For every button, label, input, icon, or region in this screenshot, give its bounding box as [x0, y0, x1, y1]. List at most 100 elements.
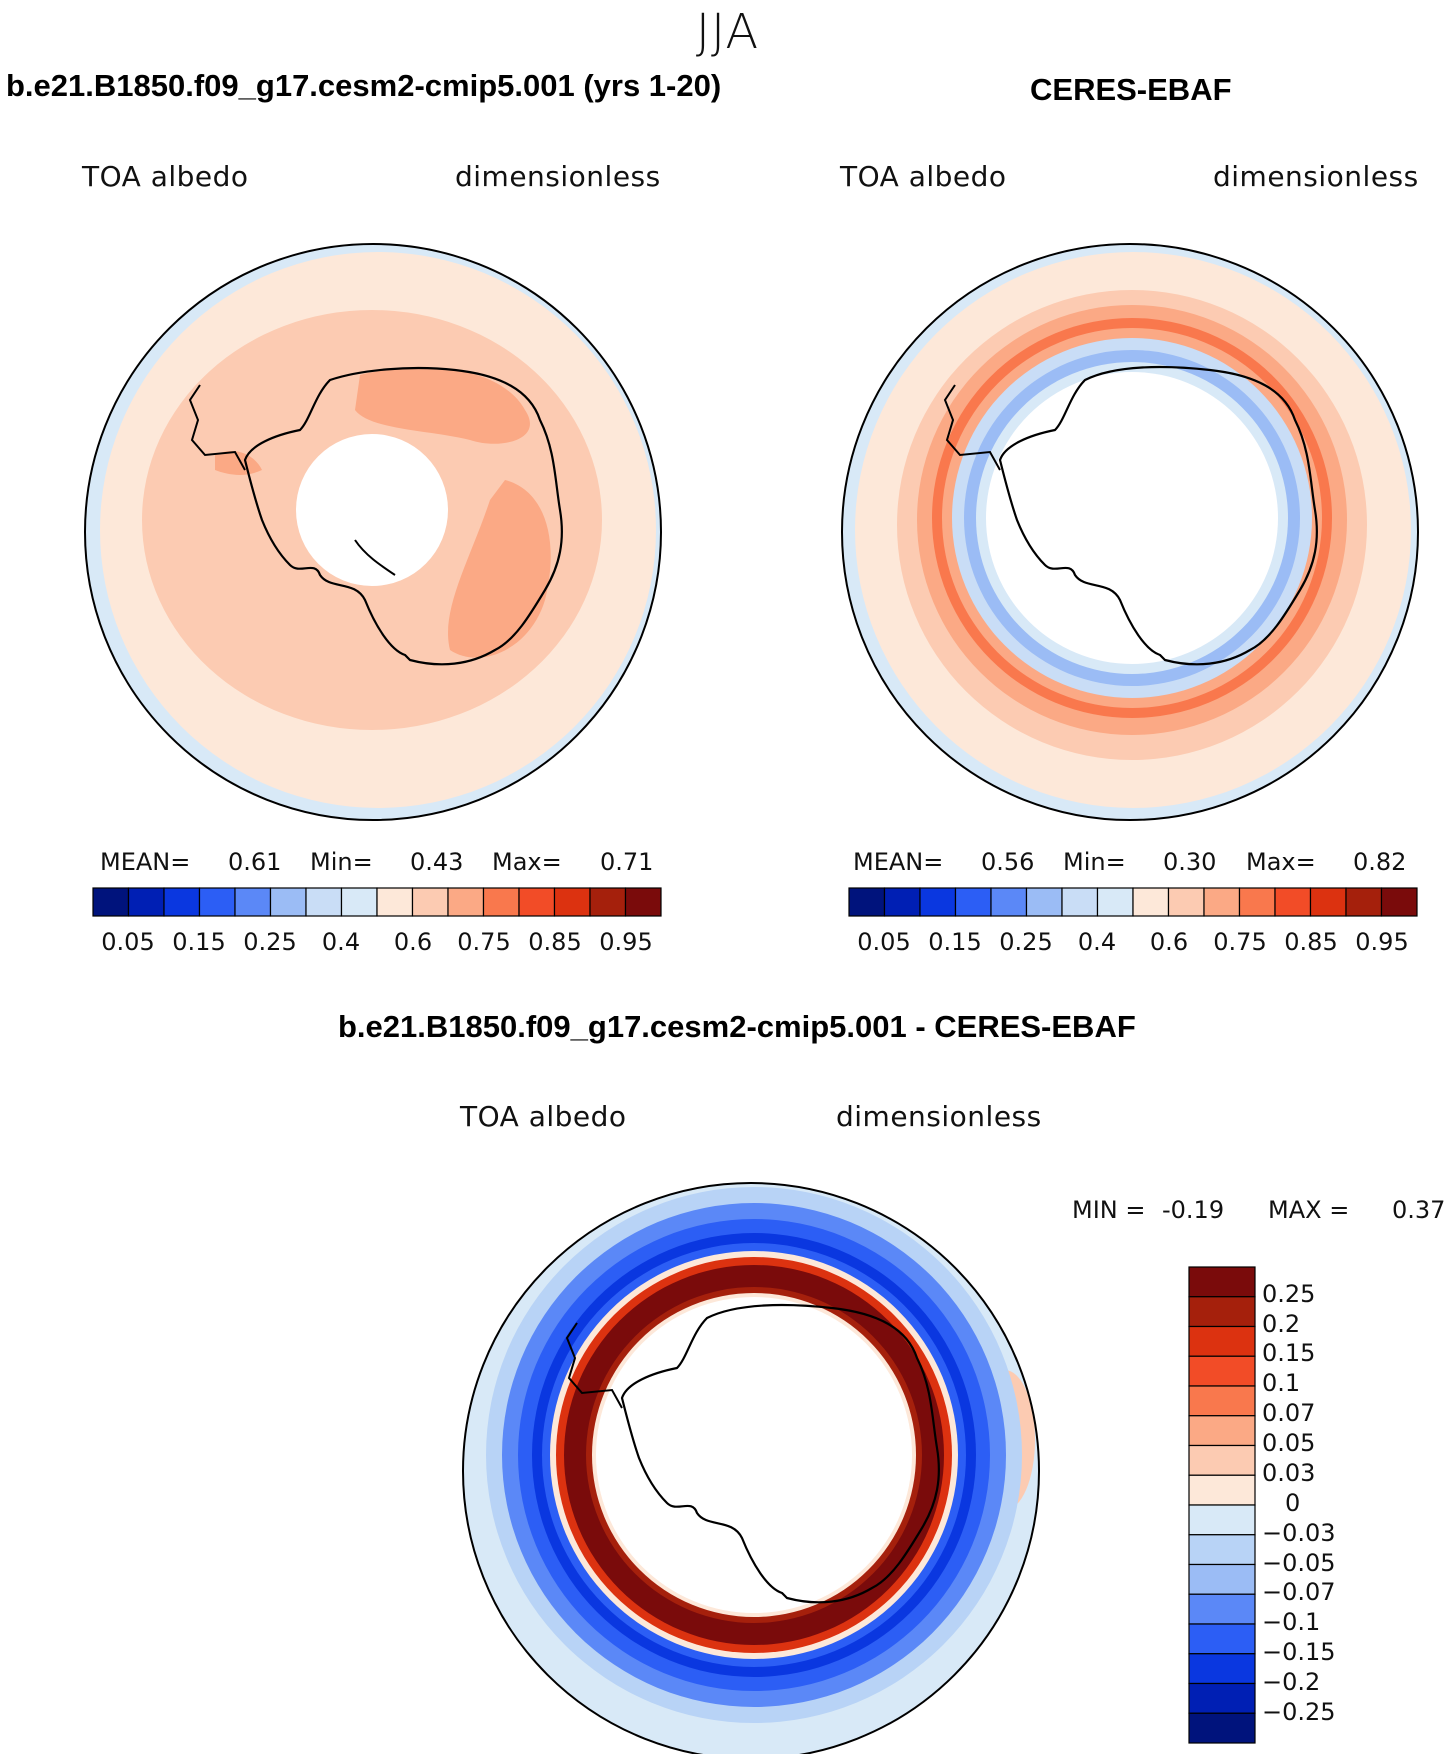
- model-colorbar-swatch: [447, 887, 485, 917]
- diff-colorbar-tick: 0.03: [1262, 1459, 1316, 1487]
- diff-colorbar-tick: −0.05: [1262, 1549, 1336, 1577]
- diff-colorbar-tick: 0.05: [1262, 1429, 1316, 1457]
- model-pole-hole: [296, 434, 448, 586]
- diff-colorbar-swatch: [1188, 1296, 1256, 1328]
- diff-peninsula-coast: [565, 1322, 623, 1409]
- model-field-high-3: [215, 450, 262, 475]
- model-panel-title: b.e21.B1850.f09_g17.cesm2-cmip5.001 (yrs…: [6, 68, 722, 103]
- diff-colorbar-swatch: [1188, 1682, 1256, 1714]
- obs-max-value: 0.82: [1353, 848, 1407, 876]
- obs-field-inner: [986, 372, 1278, 664]
- model-units-label: dimensionless: [455, 160, 661, 193]
- diff-colorbar-swatch: [1188, 1504, 1256, 1536]
- diff-antarctica-coast: [620, 1303, 940, 1604]
- diff-colorbar-tick: −0.2: [1262, 1668, 1321, 1696]
- model-colorbar-tick: 0.25: [243, 928, 297, 956]
- obs-antarctica-coast: [998, 365, 1318, 666]
- obs-colorbar-swatch: [848, 887, 886, 917]
- model-max-value: 0.71: [600, 848, 654, 876]
- obs-colorbar-swatch: [1274, 887, 1312, 917]
- obs-colorbar-swatch: [1025, 887, 1063, 917]
- model-colorbar-tick: 0.85: [528, 928, 582, 956]
- model-min-label: Min=: [310, 848, 373, 876]
- model-antarctica-coast: [243, 366, 563, 666]
- model-colorbar-swatch: [127, 887, 165, 917]
- diff-colorbar-tick: −0.25: [1262, 1698, 1336, 1726]
- model-colorbar-swatch: [234, 887, 272, 917]
- diff-variable-label: TOA albedo: [460, 1100, 627, 1133]
- obs-colorbar-tick: 0.6: [1149, 928, 1189, 956]
- obs-variable-label: TOA albedo: [840, 160, 1007, 193]
- diff-colorbar-swatch: [1188, 1593, 1256, 1625]
- diff-map-boundary: [462, 1182, 1040, 1754]
- obs-min-value: 0.30: [1163, 848, 1217, 876]
- obs-colorbar-swatch: [919, 887, 957, 917]
- obs-colorbar-swatch: [1132, 887, 1170, 917]
- obs-colorbar-swatch: [883, 887, 921, 917]
- diff-colorbar-swatch: [1188, 1623, 1256, 1655]
- model-colorbar-swatch: [411, 887, 449, 917]
- diff-colorbar-tick: 0: [1285, 1489, 1301, 1517]
- obs-colorbar-tick: 0.15: [928, 928, 982, 956]
- diff-colorbar: [1188, 1266, 1256, 1744]
- model-mean-value: 0.61: [228, 848, 282, 876]
- diff-colorbar-tick: −0.15: [1262, 1638, 1336, 1666]
- diff-colorbar-swatch: [1188, 1444, 1256, 1476]
- obs-colorbar-swatch: [1309, 887, 1347, 917]
- obs-colorbar: [848, 887, 1418, 917]
- season-title: JJA: [695, 4, 760, 60]
- obs-colorbar-swatch: [990, 887, 1028, 917]
- obs-mean-label: MEAN=: [853, 848, 944, 876]
- obs-colorbar-swatch: [1238, 887, 1276, 917]
- obs-map-boundary: [841, 243, 1419, 821]
- obs-colorbar-swatch: [1345, 887, 1383, 917]
- model-colorbar-swatch: [163, 887, 201, 917]
- obs-colorbar-swatch: [1096, 887, 1134, 917]
- obs-colorbar-swatch: [1061, 887, 1099, 917]
- model-colorbar-swatch: [553, 887, 591, 917]
- diff-panel-title: b.e21.B1850.f09_g17.cesm2-cmip5.001 - CE…: [338, 1009, 1136, 1044]
- diff-colorbar-tick: 0.2: [1262, 1310, 1301, 1338]
- model-mean-label: MEAN=: [100, 848, 191, 876]
- diff-colorbar-tick: 0.07: [1262, 1399, 1316, 1427]
- obs-colorbar-swatch: [1167, 887, 1205, 917]
- model-colorbar-swatch: [198, 887, 236, 917]
- model-field-high-2: [448, 480, 551, 658]
- obs-colorbar-swatch: [1203, 887, 1241, 917]
- diff-colorbar-tick: 0.25: [1262, 1280, 1316, 1308]
- model-colorbar-tick: 0.75: [457, 928, 511, 956]
- model-colorbar-swatch: [589, 887, 627, 917]
- model-field-high-1: [355, 367, 530, 444]
- diff-colorbar-swatch: [1188, 1712, 1256, 1744]
- obs-polar-map: [841, 243, 1419, 821]
- diff-colorbar-tick: 0.1: [1262, 1369, 1301, 1397]
- model-min-value: 0.43: [410, 848, 464, 876]
- model-colorbar-tick: 0.4: [321, 928, 361, 956]
- model-colorbar: [92, 887, 662, 917]
- obs-panel-title: CERES-EBAF: [1030, 72, 1232, 107]
- obs-colorbar-tick: 0.95: [1355, 928, 1409, 956]
- diff-colorbar-swatch: [1188, 1266, 1256, 1298]
- obs-peninsula-coast: [943, 384, 1001, 471]
- diff-colorbar-swatch: [1188, 1563, 1256, 1595]
- model-colorbar-tick: 0.05: [101, 928, 155, 956]
- diff-colorbar-tick: −0.07: [1262, 1578, 1336, 1606]
- diff-max-label: MAX =: [1268, 1196, 1350, 1224]
- model-peninsula-coast: [188, 384, 246, 471]
- model-polar-map: [84, 243, 662, 821]
- diff-colorbar-tick: 0.15: [1262, 1339, 1316, 1367]
- diff-colorbar-tick: −0.03: [1262, 1519, 1336, 1547]
- diff-max-value: 0.37: [1392, 1196, 1446, 1224]
- model-colorbar-swatch: [305, 887, 343, 917]
- diff-min-label: MIN =: [1072, 1196, 1146, 1224]
- diff-colorbar-swatch: [1188, 1325, 1256, 1357]
- diff-colorbar-tick: −0.1: [1262, 1608, 1321, 1636]
- diff-colorbar-swatch: [1188, 1474, 1256, 1506]
- obs-colorbar-swatch: [1380, 887, 1418, 917]
- model-variable-label: TOA albedo: [82, 160, 249, 193]
- obs-min-label: Min=: [1063, 848, 1126, 876]
- diff-colorbar-swatch: [1188, 1534, 1256, 1566]
- model-colorbar-swatch: [518, 887, 556, 917]
- obs-colorbar-tick: 0.75: [1213, 928, 1267, 956]
- obs-max-label: Max=: [1246, 848, 1316, 876]
